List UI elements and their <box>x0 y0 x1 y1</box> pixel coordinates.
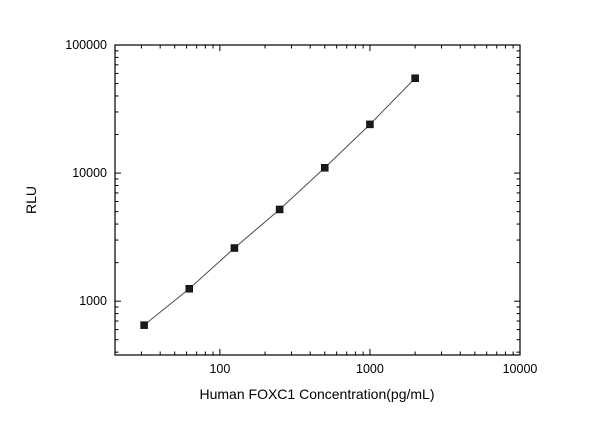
data-point <box>140 321 148 329</box>
x-axis-label: Human FOXC1 Concentration(pg/mL) <box>200 386 435 402</box>
y-tick-label: 100000 <box>65 38 107 52</box>
y-axis-label: RLU <box>23 186 39 214</box>
y-tick-label: 1000 <box>79 294 107 308</box>
data-point <box>230 244 239 252</box>
data-point <box>411 74 419 83</box>
x-tick-label: 1000 <box>356 362 384 376</box>
data-point <box>321 164 329 172</box>
data-point <box>366 120 374 129</box>
series-line <box>143 77 416 326</box>
y-tick-label: 10000 <box>72 166 107 180</box>
axis-ticks <box>115 45 520 355</box>
tick-labels: 100 1000 10000 1000 10000 100000 <box>65 38 537 376</box>
plot-box <box>114 44 521 356</box>
data-point <box>185 285 194 293</box>
x-tick-label: 100 <box>209 362 230 376</box>
data-point <box>275 205 284 214</box>
x-tick-label: 10000 <box>503 362 538 376</box>
data-series <box>140 74 419 329</box>
